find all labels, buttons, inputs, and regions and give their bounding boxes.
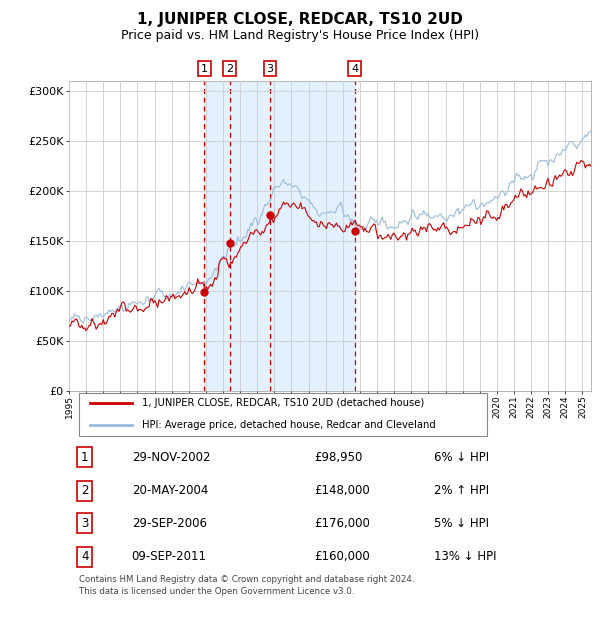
FancyBboxPatch shape [79,394,487,436]
Text: 4: 4 [81,551,88,564]
Text: 20-MAY-2004: 20-MAY-2004 [131,484,208,497]
Text: £176,000: £176,000 [314,516,370,529]
Text: Price paid vs. HM Land Registry's House Price Index (HPI): Price paid vs. HM Land Registry's House … [121,29,479,42]
Text: 2: 2 [81,484,88,497]
Text: 09-SEP-2011: 09-SEP-2011 [131,551,206,564]
Text: 13% ↓ HPI: 13% ↓ HPI [434,551,497,564]
Text: 2: 2 [226,64,233,74]
Text: HPI: Average price, detached house, Redcar and Cleveland: HPI: Average price, detached house, Redc… [142,420,436,430]
Text: 6% ↓ HPI: 6% ↓ HPI [434,451,490,464]
Text: 3: 3 [81,516,88,529]
Text: 29-NOV-2002: 29-NOV-2002 [131,451,210,464]
Text: 1: 1 [81,451,88,464]
Bar [205,81,355,391]
Text: 5% ↓ HPI: 5% ↓ HPI [434,516,490,529]
Text: £160,000: £160,000 [314,551,370,564]
Text: 3: 3 [266,64,274,74]
Text: 29-SEP-2006: 29-SEP-2006 [131,516,206,529]
Text: 2% ↑ HPI: 2% ↑ HPI [434,484,490,497]
Text: 1, JUNIPER CLOSE, REDCAR, TS10 2UD: 1, JUNIPER CLOSE, REDCAR, TS10 2UD [137,12,463,27]
Text: 4: 4 [351,64,358,74]
Text: Contains HM Land Registry data © Crown copyright and database right 2024.
This d: Contains HM Land Registry data © Crown c… [79,575,415,596]
Text: 1: 1 [201,64,208,74]
Text: 1, JUNIPER CLOSE, REDCAR, TS10 2UD (detached house): 1, JUNIPER CLOSE, REDCAR, TS10 2UD (deta… [142,398,424,408]
Text: £98,950: £98,950 [314,451,363,464]
Text: £148,000: £148,000 [314,484,370,497]
